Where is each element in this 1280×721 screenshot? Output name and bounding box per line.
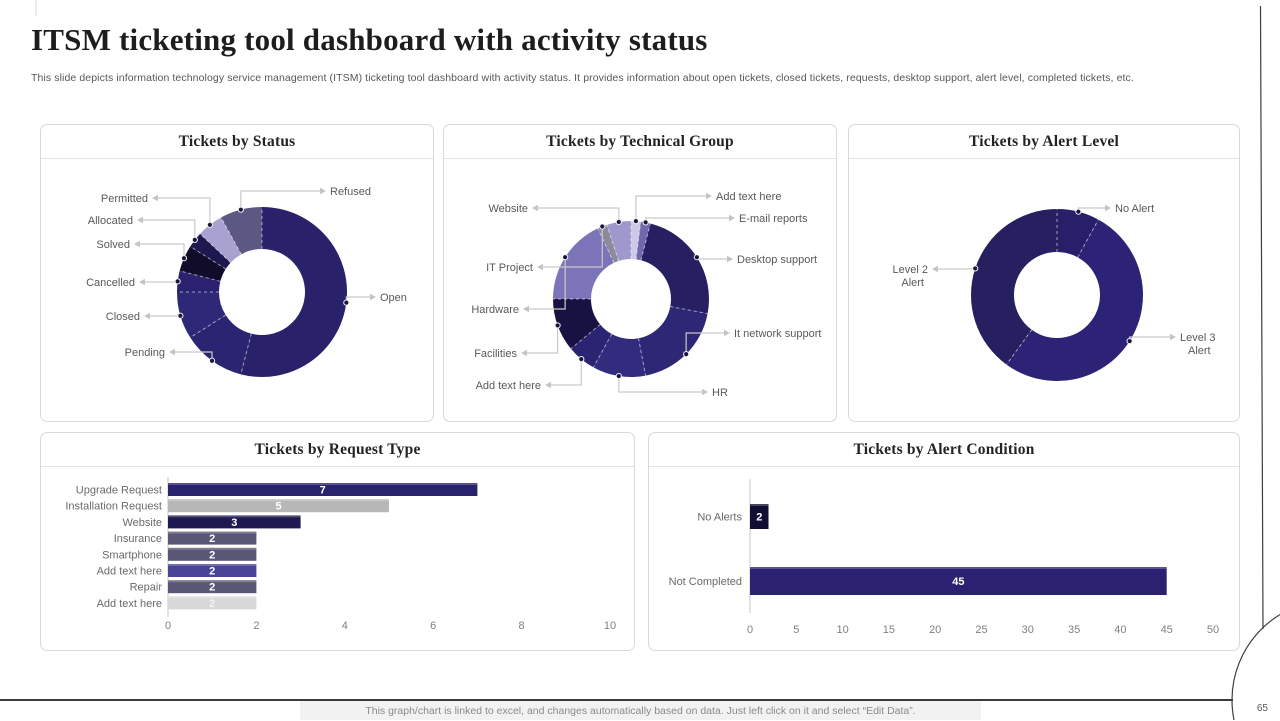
svg-text:Add text here: Add text here [97, 566, 162, 578]
svg-text:15: 15 [883, 624, 895, 636]
svg-text:10: 10 [604, 620, 616, 632]
page-title: ITSM ticketing tool dashboard with activ… [31, 22, 708, 57]
card-tickets-by-request-type: Tickets by Request Type 7 Upgrade Request… [40, 432, 635, 651]
footer-divider-line [0, 699, 1233, 701]
svg-text:Website: Website [122, 517, 162, 529]
status-donut-chart[interactable]: Open Pending Closed Cancelled Solved Allocate… [41, 159, 431, 419]
svg-text:Website: Website [488, 203, 528, 215]
svg-text:Not Completed: Not Completed [669, 576, 742, 588]
chart-title-status: Tickets by Status [41, 125, 433, 159]
svg-text:Facilities: Facilities [474, 348, 517, 360]
svg-text:35: 35 [1068, 624, 1080, 636]
svg-text:3: 3 [231, 517, 237, 529]
chart-title-technical-group: Tickets by Technical Group [444, 125, 836, 159]
svg-text:Pending: Pending [125, 347, 165, 359]
svg-text:Repair: Repair [130, 582, 163, 594]
svg-text:IT Project: IT Project [486, 262, 533, 274]
svg-text:2: 2 [209, 566, 215, 578]
svg-text:50: 50 [1207, 624, 1219, 636]
svg-text:Smartphone: Smartphone [102, 549, 162, 561]
svg-text:45: 45 [952, 576, 964, 588]
svg-text:8: 8 [519, 620, 525, 632]
svg-text:Add text here: Add text here [716, 191, 781, 203]
svg-text:Installation Request: Installation Request [65, 501, 162, 513]
card-tickets-by-alert-level: Tickets by Alert Level No Alert Level 3 Al… [848, 124, 1240, 422]
header: ITSM ticketing tool dashboard with activ… [31, 22, 1231, 84]
svg-text:2: 2 [209, 549, 215, 561]
svg-text:40: 40 [1114, 624, 1126, 636]
svg-text:2: 2 [209, 533, 215, 545]
svg-text:Add text here: Add text here [97, 598, 162, 610]
svg-text:0: 0 [165, 620, 171, 632]
page-subtitle: This slide depicts information technolog… [31, 72, 1134, 84]
svg-text:It network support: It network support [734, 328, 821, 340]
svg-text:0: 0 [747, 624, 753, 636]
svg-text:2: 2 [209, 598, 215, 610]
svg-text:Add text here: Add text here [476, 380, 541, 392]
technical-group-donut-chart[interactable]: Add text here E-mail reports Desktop suppo… [444, 159, 834, 419]
svg-text:4: 4 [342, 620, 348, 632]
svg-text:5: 5 [793, 624, 799, 636]
svg-text:No Alerts: No Alerts [697, 512, 742, 524]
svg-text:Desktop support: Desktop support [737, 254, 817, 266]
page-number: 65 [1256, 703, 1268, 714]
svg-text:6: 6 [430, 620, 436, 632]
alert-level-donut-chart[interactable]: No Alert Level 3 Alert Level 2 Alert [849, 159, 1237, 419]
svg-text:Open: Open [380, 292, 407, 304]
chart-title-request-type: Tickets by Request Type [41, 433, 634, 467]
svg-text:Upgrade Request: Upgrade Request [76, 485, 162, 497]
svg-text:No Alert: No Alert [1115, 203, 1154, 215]
card-tickets-by-alert-condition: Tickets by Alert Condition 2 No Alerts 45 N… [648, 432, 1240, 651]
svg-text:Permitted: Permitted [101, 193, 148, 205]
svg-text:2: 2 [209, 582, 215, 594]
footer-note: This graph/chart is linked to excel, and… [365, 705, 916, 717]
svg-text:Cancelled: Cancelled [86, 277, 135, 289]
svg-text:Solved: Solved [96, 239, 130, 251]
svg-text:10: 10 [836, 624, 848, 636]
svg-text:30: 30 [1022, 624, 1034, 636]
card-tickets-by-status: Tickets by Status Open Pending Closed Cance… [40, 124, 434, 422]
footer-note-strip: This graph/chart is linked to excel, and… [300, 701, 981, 720]
svg-text:Allocated: Allocated [88, 215, 133, 227]
svg-text:2: 2 [253, 620, 259, 632]
request-type-bar-chart[interactable]: 7 Upgrade Request 5 Installation Request 3 We… [41, 467, 632, 648]
svg-text:45: 45 [1161, 624, 1173, 636]
chart-title-alert-level: Tickets by Alert Level [849, 125, 1239, 159]
svg-text:HR: HR [712, 387, 728, 399]
svg-text:Closed: Closed [106, 311, 140, 323]
chart-title-alert-condition: Tickets by Alert Condition [649, 433, 1239, 467]
card-tickets-by-technical-group: Tickets by Technical Group Add text here… [443, 124, 837, 422]
svg-text:E-mail reports: E-mail reports [739, 213, 808, 225]
svg-text:Hardware: Hardware [471, 304, 519, 316]
svg-text:7: 7 [320, 485, 326, 497]
svg-text:2: 2 [756, 512, 762, 524]
svg-text:20: 20 [929, 624, 941, 636]
alert-condition-bar-chart[interactable]: 2 No Alerts 45 Not Completed 0 5 10 15 20 25 30 35 4… [649, 467, 1237, 648]
svg-text:Insurance: Insurance [114, 533, 162, 545]
svg-text:Refused: Refused [330, 186, 371, 198]
svg-text:25: 25 [975, 624, 987, 636]
svg-text:5: 5 [275, 501, 281, 513]
